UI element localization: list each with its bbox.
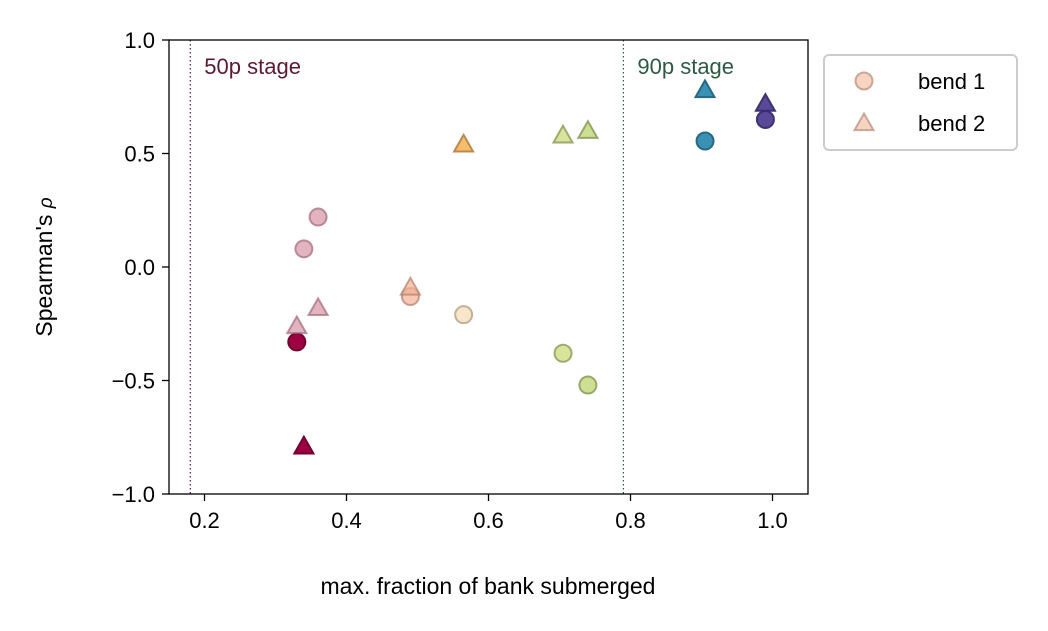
x-axis-label: max. fraction of bank submerged [321,573,656,599]
data-point-circle [308,207,328,227]
legend-label: bend 2 [918,111,985,136]
x-axis-ticks: 0.2 0.4 0.6 0.8 1.0 [189,494,788,533]
data-points [285,78,777,455]
y-tick-label: 0.0 [124,255,155,280]
data-point-circle [578,375,598,395]
data-point-triangle [754,92,777,112]
y-tick-label: −0.5 [112,369,155,394]
reference-line-label: 50p stage [204,54,301,79]
plot-frame [168,39,809,495]
legend-marker [854,71,874,91]
x-tick-label: 1.0 [757,508,788,533]
data-point-triangle [399,275,422,296]
y-tick-label: −1.0 [112,482,155,507]
y-axis-ticks: 1.0 0.5 0.0 −0.5 −1.0 [112,28,169,507]
x-tick-label: 0.4 [331,508,362,533]
data-point-triangle [452,132,475,153]
reference-line-label: 90p stage [637,54,734,79]
y-tick-label: 1.0 [124,28,155,53]
data-point-triangle [292,434,316,455]
x-tick-label: 0.2 [189,508,220,533]
data-point-circle [755,109,775,129]
x-tick-label: 0.6 [473,508,504,533]
y-axis-label: Spearman's ρ [31,197,57,336]
y-tick-label: 0.5 [124,142,155,167]
data-point-circle [695,131,715,151]
legend-marker [852,111,876,132]
legend-label: bend 1 [918,69,985,94]
data-point-triangle [285,314,309,335]
data-point-triangle [306,296,330,316]
data-point-circle [294,239,314,259]
legend: bend 1 bend 2 [823,54,1018,151]
data-point-triangle [693,78,717,99]
data-point-triangle [576,119,600,139]
data-point-triangle [551,123,575,144]
data-point-circle [454,305,474,325]
reference-lines: 50p stage 90p stage [189,40,734,494]
data-point-circle [553,343,573,363]
x-tick-label: 0.8 [615,508,646,533]
data-point-circle [287,332,307,352]
